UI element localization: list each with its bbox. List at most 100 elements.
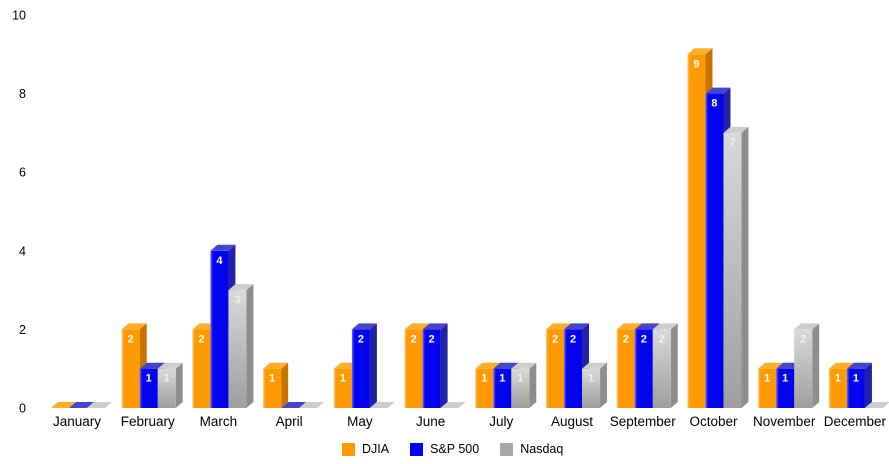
bar-value-label: 1 xyxy=(517,373,523,385)
bar-value-label: 2 xyxy=(623,333,629,345)
bar-march-nasdaq-side xyxy=(246,284,254,408)
bar-value-label: 8 xyxy=(711,98,717,110)
bar-september-djia-top xyxy=(616,323,642,330)
x-axis-label-january: January xyxy=(53,414,101,429)
bar-value-label: 1 xyxy=(588,373,594,385)
bar-value-label: 2 xyxy=(641,333,647,345)
bar-august-djia-top xyxy=(546,323,572,330)
bar-value-label: 1 xyxy=(853,373,859,385)
x-axis-label-october: October xyxy=(689,414,738,429)
bar-may-djia xyxy=(333,368,352,408)
bar-october-sp500 xyxy=(705,93,724,408)
bar-january-djia-zero xyxy=(51,402,76,408)
bar-value-label: 1 xyxy=(764,373,770,385)
bar-april-djia-side xyxy=(281,362,289,408)
x-axis-label-april: April xyxy=(276,414,303,429)
bar-november-nasdaq-top xyxy=(794,323,820,330)
bar-march-sp500-top xyxy=(210,244,236,251)
bar-february-nasdaq-side xyxy=(175,362,183,408)
bar-may-sp500-top xyxy=(351,323,377,330)
bar-june-djia xyxy=(404,329,423,408)
x-axis-label-may: May xyxy=(347,414,373,429)
bar-september-djia xyxy=(616,329,635,408)
x-axis-label-july: July xyxy=(489,414,513,429)
bar-march-sp500 xyxy=(210,250,229,408)
bar-december-sp500-top xyxy=(846,362,872,369)
legend-swatch-djia-icon xyxy=(342,442,355,456)
legend-item-djia: DJIA xyxy=(342,442,389,456)
bar-august-nasdaq-top xyxy=(582,362,608,369)
bar-february-nasdaq xyxy=(157,368,176,408)
bar-value-label: 1 xyxy=(164,373,170,385)
bar-value-label: 4 xyxy=(216,255,223,267)
legend-label-sp500: S&P 500 xyxy=(430,442,480,456)
bar-july-djia-top xyxy=(475,362,501,369)
bar-value-label: 1 xyxy=(499,373,505,385)
bar-july-sp500 xyxy=(493,368,512,408)
bar-value-label: 1 xyxy=(835,373,841,385)
bar-january-sp500-zero xyxy=(69,402,94,408)
bar-value-label: 1 xyxy=(269,373,275,385)
bar-value-label: 1 xyxy=(340,373,346,385)
y-axis-tick-label: 8 xyxy=(19,87,26,101)
bar-december-djia xyxy=(828,368,847,408)
bar-june-sp500 xyxy=(422,329,441,408)
y-axis-tick-label: 4 xyxy=(19,244,26,258)
bar-february-djia-top xyxy=(121,323,147,330)
bar-value-label: 1 xyxy=(782,373,788,385)
bar-value-label: 1 xyxy=(146,373,152,385)
bar-september-sp500-top xyxy=(634,323,660,330)
bar-february-sp500 xyxy=(139,368,158,408)
bar-december-sp500 xyxy=(846,368,865,408)
bar-october-sp500-top xyxy=(705,87,731,94)
bar-september-sp500 xyxy=(634,329,653,408)
bar-value-label: 2 xyxy=(429,333,435,345)
bar-value-label: 2 xyxy=(800,333,806,345)
bar-february-sp500-top xyxy=(139,362,165,369)
bar-june-sp500-top xyxy=(422,323,448,330)
bar-august-sp500-top xyxy=(564,323,590,330)
bar-may-sp500 xyxy=(351,329,370,408)
bar-value-label: 2 xyxy=(570,333,576,345)
legend-label-nasdaq: Nasdaq xyxy=(520,442,564,456)
bar-value-label: 2 xyxy=(411,333,417,345)
x-axis-label-september: September xyxy=(610,414,677,429)
x-axis-label-november: November xyxy=(753,414,816,429)
bar-november-nasdaq xyxy=(794,329,813,408)
x-axis-label-march: March xyxy=(200,414,238,429)
legend-label-djia: DJIA xyxy=(362,442,390,456)
bar-september-nasdaq-side xyxy=(670,323,678,408)
bar-value-label: 7 xyxy=(729,137,735,149)
bar-july-nasdaq xyxy=(511,368,530,408)
legend-item-sp500: S&P 500 xyxy=(410,442,479,456)
bar-november-djia-top xyxy=(758,362,784,369)
bar-march-nasdaq-top xyxy=(228,284,254,291)
y-axis-tick-label: 6 xyxy=(19,166,26,180)
bar-august-nasdaq-side xyxy=(600,362,608,408)
bar-april-djia-top xyxy=(263,362,289,369)
bar-november-sp500 xyxy=(776,368,795,408)
bar-july-djia xyxy=(475,368,494,408)
bar-august-sp500 xyxy=(564,329,583,408)
legend-swatch-sp500-icon xyxy=(410,442,424,456)
bar-may-sp500-side xyxy=(369,323,377,408)
bar-december-nasdaq-zero xyxy=(864,402,889,408)
bar-august-djia xyxy=(546,329,565,408)
x-axis-label-august: August xyxy=(551,414,593,429)
legend-item-nasdaq: Nasdaq xyxy=(500,442,563,456)
bar-june-djia-top xyxy=(404,323,430,330)
legend-swatch-nasdaq-icon xyxy=(500,442,514,456)
bar-september-nasdaq-top xyxy=(652,323,678,330)
y-axis-tick-label: 10 xyxy=(12,9,26,23)
bar-value-label: 9 xyxy=(693,58,699,70)
bar-august-nasdaq xyxy=(582,368,601,408)
bar-value-label: 2 xyxy=(128,333,134,345)
bar-november-djia xyxy=(758,368,777,408)
bar-february-nasdaq-top xyxy=(157,362,183,369)
bar-october-djia-top xyxy=(687,48,713,55)
bar-june-sp500-side xyxy=(440,323,448,408)
bar-july-sp500-top xyxy=(493,362,519,369)
bar-value-label: 2 xyxy=(358,333,364,345)
y-axis-tick-label: 0 xyxy=(19,402,26,416)
